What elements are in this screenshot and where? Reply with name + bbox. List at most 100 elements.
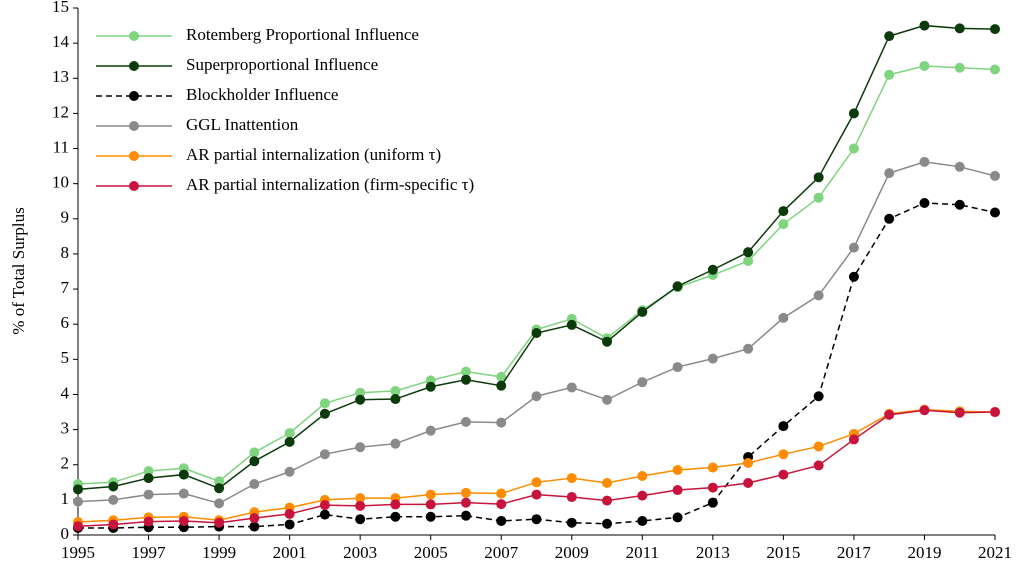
legend-label: Superproportional Influence (186, 55, 378, 74)
data-point (284, 519, 295, 530)
data-point (813, 441, 824, 452)
data-point (848, 108, 859, 119)
data-point (813, 290, 824, 301)
data-point (249, 456, 260, 467)
data-point (990, 24, 1000, 35)
data-point (954, 62, 965, 73)
data-point (531, 477, 542, 488)
x-tick-label: 1995 (61, 543, 95, 562)
data-point (954, 407, 965, 418)
data-point (390, 438, 401, 449)
data-point (425, 425, 436, 436)
data-point (566, 473, 577, 484)
legend-label: GGL Inattention (186, 115, 299, 134)
data-point (566, 492, 577, 503)
data-point (214, 517, 225, 528)
data-point (743, 457, 754, 468)
y-tick-label: 10 (52, 173, 69, 192)
data-point (460, 366, 471, 377)
data-point (73, 496, 83, 507)
data-point (848, 434, 859, 445)
data-point (355, 500, 366, 511)
x-tick-label: 2017 (837, 543, 872, 562)
data-point (143, 473, 154, 484)
data-point (143, 489, 154, 500)
data-point (178, 469, 189, 480)
data-point (355, 493, 366, 504)
data-point (460, 510, 471, 521)
y-axis-label: % of Total Surplus (9, 207, 28, 334)
data-point (848, 271, 859, 282)
data-point (73, 484, 83, 495)
x-tick-label: 2019 (907, 543, 941, 562)
y-tick-label: 1 (61, 489, 70, 508)
y-tick-label: 8 (61, 243, 70, 262)
data-point (778, 312, 789, 323)
data-point (249, 447, 260, 458)
data-point (390, 499, 401, 510)
data-point (919, 197, 930, 208)
y-tick-label: 7 (61, 278, 70, 297)
data-point (531, 489, 542, 500)
data-point (919, 20, 930, 31)
data-point (919, 156, 930, 167)
data-point (319, 509, 330, 520)
y-tick-label: 15 (52, 0, 69, 16)
data-point (778, 469, 789, 480)
legend-marker (129, 151, 139, 161)
y-tick-label: 2 (61, 454, 70, 473)
data-point (178, 515, 189, 526)
data-point (672, 362, 683, 373)
data-point (425, 489, 436, 500)
data-point (566, 382, 577, 393)
data-point (778, 206, 789, 217)
data-point (425, 381, 436, 392)
data-point (884, 168, 895, 179)
data-point (531, 391, 542, 402)
x-tick-label: 2007 (484, 543, 519, 562)
data-point (602, 518, 613, 529)
data-point (460, 416, 471, 427)
y-tick-label: 13 (52, 67, 69, 86)
data-point (319, 398, 330, 409)
data-point (707, 353, 718, 364)
data-point (848, 242, 859, 253)
data-point (143, 466, 154, 477)
data-point (319, 408, 330, 419)
data-point (284, 436, 295, 447)
data-point (954, 161, 965, 172)
data-point (919, 405, 930, 416)
data-point (390, 511, 401, 522)
data-point (954, 23, 965, 34)
data-point (496, 515, 507, 526)
data-point (990, 170, 1000, 181)
data-point (390, 385, 401, 396)
data-point (602, 495, 613, 506)
data-point (707, 462, 718, 473)
data-point (496, 417, 507, 428)
x-tick-label: 2013 (696, 543, 730, 562)
legend-label: AR partial internalization (firm-specifi… (186, 175, 474, 194)
data-point (566, 517, 577, 528)
y-tick-label: 9 (61, 208, 70, 227)
data-point (672, 281, 683, 292)
y-tick-label: 6 (61, 313, 70, 332)
data-point (778, 421, 789, 432)
data-point (566, 319, 577, 330)
data-point (284, 428, 295, 439)
x-tick-label: 2005 (414, 543, 448, 562)
x-tick-label: 2011 (626, 543, 659, 562)
legend-marker (129, 181, 139, 191)
data-point (707, 497, 718, 508)
y-tick-label: 11 (53, 137, 69, 156)
y-tick-label: 12 (52, 102, 69, 121)
legend-label: Blockholder Influence (186, 85, 338, 104)
data-point (390, 394, 401, 405)
data-point (602, 478, 613, 489)
data-point (214, 483, 225, 494)
data-point (743, 255, 754, 266)
data-point (108, 494, 119, 505)
legend-marker (129, 61, 139, 71)
data-point (143, 516, 154, 527)
